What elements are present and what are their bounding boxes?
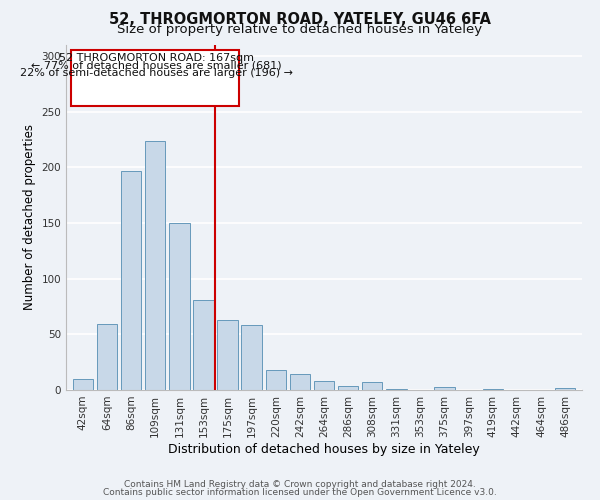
Bar bbox=[290, 374, 310, 390]
Bar bbox=[217, 320, 238, 390]
Bar bbox=[193, 300, 214, 390]
Bar bbox=[121, 171, 142, 390]
Text: Contains public sector information licensed under the Open Government Licence v3: Contains public sector information licen… bbox=[103, 488, 497, 497]
Text: 52, THROGMORTON ROAD, YATELEY, GU46 6FA: 52, THROGMORTON ROAD, YATELEY, GU46 6FA bbox=[109, 12, 491, 28]
Text: 22% of semi-detached houses are larger (196) →: 22% of semi-detached houses are larger (… bbox=[20, 68, 293, 78]
Text: ← 77% of detached houses are smaller (681): ← 77% of detached houses are smaller (68… bbox=[31, 60, 281, 70]
Bar bbox=[169, 223, 190, 390]
Bar bbox=[434, 386, 455, 390]
Bar bbox=[386, 389, 407, 390]
Bar bbox=[97, 324, 117, 390]
Bar bbox=[314, 381, 334, 390]
Bar bbox=[145, 140, 166, 390]
Bar bbox=[338, 386, 358, 390]
Text: Size of property relative to detached houses in Yateley: Size of property relative to detached ho… bbox=[118, 24, 482, 36]
Text: 52 THROGMORTON ROAD: 167sqm: 52 THROGMORTON ROAD: 167sqm bbox=[59, 52, 254, 62]
Y-axis label: Number of detached properties: Number of detached properties bbox=[23, 124, 36, 310]
Bar bbox=[266, 370, 286, 390]
Bar bbox=[73, 379, 93, 390]
Bar bbox=[555, 388, 575, 390]
Text: Contains HM Land Registry data © Crown copyright and database right 2024.: Contains HM Land Registry data © Crown c… bbox=[124, 480, 476, 489]
FancyBboxPatch shape bbox=[71, 50, 239, 106]
X-axis label: Distribution of detached houses by size in Yateley: Distribution of detached houses by size … bbox=[168, 442, 480, 456]
Bar bbox=[362, 382, 382, 390]
Bar bbox=[241, 326, 262, 390]
Bar bbox=[482, 389, 503, 390]
